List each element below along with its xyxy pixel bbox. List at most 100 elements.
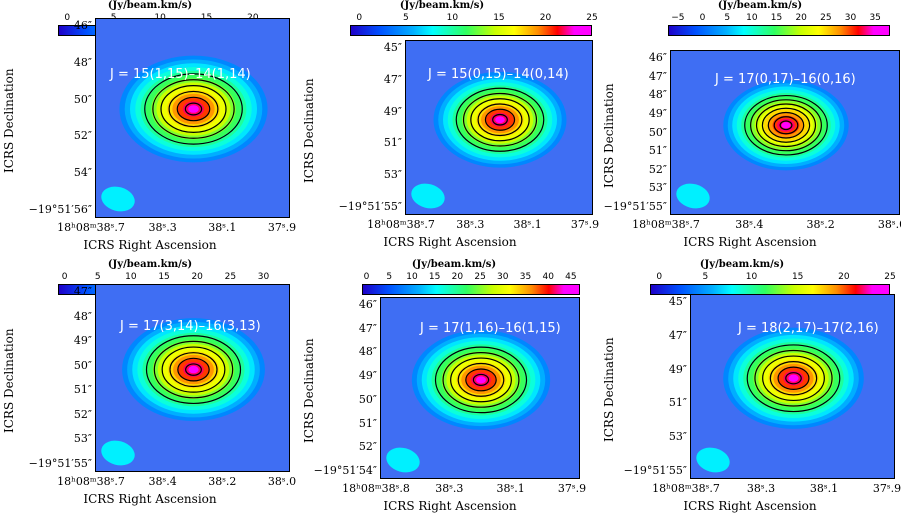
- emission-level: [476, 376, 486, 384]
- transition-label: J = 17(1,16)–16(1,15): [420, 321, 561, 336]
- y-tick-label: 47″: [73, 285, 92, 298]
- y-tick-label: 52″: [648, 162, 667, 176]
- contour-line: [184, 102, 203, 116]
- colorbar-tick-label: 20: [451, 272, 464, 282]
- colorbar-tick-label: 15: [428, 272, 441, 282]
- colorbar-tick-label: 20: [795, 13, 807, 23]
- x-axis-label: ICRS Right Ascension: [683, 499, 817, 513]
- x-tick-label: 18ʰ08ᵐ38ˢ.7: [632, 218, 700, 231]
- colorbar-tick-label: 0: [699, 13, 706, 23]
- chart-panel: (Jy/beam.km/s) 0 5 10 15 20 25 30 J = 17(3,14)–1…: [0, 259, 300, 518]
- emission-level: [788, 374, 799, 382]
- x-tick-label: 38ˢ.3: [148, 221, 177, 234]
- beam-ellipse: [696, 447, 730, 473]
- x-tick-label: 38ˢ.1: [496, 482, 525, 495]
- colorbar-tick-label: 30: [257, 272, 270, 282]
- x-axis-label: ICRS Right Ascension: [83, 238, 217, 252]
- colorbar: [668, 25, 890, 36]
- colorbar-tick-label: 40: [542, 272, 554, 282]
- y-tick-label: 54″: [73, 166, 92, 180]
- y-tick-label: 47″: [383, 72, 402, 86]
- y-tick-label: 48″: [648, 88, 667, 102]
- colorbar-tick-label: 30: [844, 13, 857, 23]
- colorbar-label: (Jy/beam.km/s): [699, 259, 785, 270]
- y-tick-label: −19°51′56″: [28, 203, 92, 216]
- intensity-map: [95, 18, 290, 218]
- contour-line: [434, 346, 528, 414]
- y-tick-label: 49″: [358, 369, 377, 383]
- x-tick-label: 38ˢ.2: [208, 475, 237, 488]
- map-svg: [101, 318, 265, 466]
- y-tick-label: 50″: [73, 358, 92, 372]
- colorbar-tick-label: 15: [791, 272, 804, 282]
- y-tick-label: 49″: [383, 104, 402, 118]
- contour-line: [773, 116, 799, 135]
- emission-level: [188, 105, 199, 113]
- y-axis-label: ICRS Declination: [302, 77, 316, 183]
- contour-line: [457, 362, 505, 397]
- x-tick-label: 38ˢ.3: [435, 482, 464, 495]
- chart-panel: (Jy/beam.km/s) 0 5 10 15 20 25 30 35 40 45 J = 17(1…: [300, 259, 600, 518]
- map-svg: [676, 80, 849, 209]
- contour-line: [168, 90, 219, 128]
- y-tick-label: 53″: [73, 432, 92, 446]
- colorbar-tick-label: 35: [519, 272, 532, 282]
- contour-line: [779, 120, 793, 131]
- y-tick-label: 50″: [358, 392, 377, 406]
- beam-ellipse: [101, 440, 135, 466]
- map-svg: [411, 71, 567, 209]
- colorbar-tick-label: 0: [656, 272, 663, 282]
- colorbar-tick-label: 5: [386, 272, 393, 282]
- y-tick-label: 47″: [358, 321, 377, 335]
- colorbar-tick-label: 20: [838, 272, 850, 282]
- y-tick-label: 49″: [668, 362, 687, 376]
- colorbar-tick-label: 0: [363, 272, 370, 282]
- colorbar-tick-label: 25: [224, 272, 237, 282]
- colorbar-tick-label: 15: [493, 13, 505, 23]
- transition-label: J = 17(3,14)–16(3,13): [120, 319, 261, 334]
- colorbar-tick-label: 25: [586, 13, 598, 23]
- contour-line: [161, 346, 226, 393]
- map-svg: [101, 55, 268, 212]
- contour-line: [767, 111, 805, 139]
- map-svg: [696, 327, 864, 473]
- colorbar-label: (Jy/beam.km/s): [411, 259, 497, 270]
- colorbar-tick-label: 15: [770, 13, 783, 23]
- colorbar-tick-label: 10: [406, 272, 418, 282]
- chart-panel: (Jy/beam.km/s) 0 5 10 15 20 25 J = 18(2,17)–17(…: [600, 259, 901, 518]
- x-tick-label: 18ʰ08ᵐ38ˢ.8: [342, 482, 410, 495]
- contour-line: [492, 113, 508, 126]
- contour-line: [455, 87, 545, 152]
- transition-label: J = 17(0,17)–16(0,16): [715, 72, 856, 87]
- intensity-map: [95, 284, 290, 472]
- colorbar-tick-label: 20: [539, 13, 552, 23]
- y-tick-label: 52″: [358, 440, 377, 454]
- y-tick-label: 53″: [668, 430, 687, 444]
- emission-level: [781, 122, 791, 129]
- y-tick-label: −19°51′55″: [28, 457, 92, 470]
- y-tick-label: 49″: [73, 334, 92, 348]
- colorbar-tick-label: 5: [702, 272, 709, 282]
- contour-line: [153, 340, 234, 399]
- colorbar-label: (Jy/beam.km/s): [107, 0, 193, 11]
- contour-line: [176, 96, 211, 122]
- x-tick-label: 38ˢ.0: [267, 475, 297, 488]
- colorbar-tick-label: 25: [884, 272, 896, 282]
- contour-line: [777, 366, 810, 390]
- colorbar-tick-label: 0: [356, 13, 363, 23]
- colorbar-label: (Jy/beam.km/s): [399, 0, 485, 11]
- y-tick-label: 48″: [73, 309, 92, 323]
- x-tick-label: 38ˢ.1: [809, 482, 839, 495]
- colorbar-tick-label: 35: [869, 13, 881, 23]
- y-tick-label: 53″: [383, 168, 402, 182]
- intensity-map: [690, 294, 895, 479]
- y-axis-label: ICRS Declination: [302, 338, 316, 443]
- x-tick-label: 37ˢ.9: [267, 221, 297, 234]
- colorbar-tick-label: 25: [474, 272, 486, 282]
- contour-line: [761, 107, 811, 143]
- x-tick-label: 38ˢ.2: [806, 218, 835, 231]
- x-tick-label: 37ˢ.9: [557, 482, 587, 495]
- x-tick-label: 38ˢ.3: [746, 482, 776, 495]
- chart-panel: (Jy/beam.km/s) 0 5 10 15 20 25 J = 15(0,15)–14(…: [300, 0, 600, 259]
- contour-line: [744, 94, 828, 156]
